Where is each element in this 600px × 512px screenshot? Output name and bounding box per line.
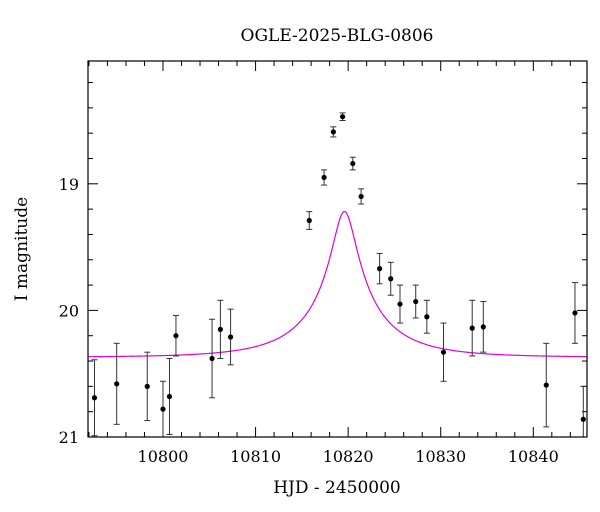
data-point — [227, 308, 234, 366]
data-point — [396, 284, 403, 324]
chart-title: OGLE-2025-BLG-0806 — [241, 26, 434, 46]
data-marker — [306, 217, 312, 224]
data-point — [209, 318, 216, 399]
y-axis-label: I magnitude — [12, 197, 32, 301]
data-marker — [160, 406, 166, 412]
data-point — [321, 169, 328, 186]
x-axis-label: HJD - 2450000 — [273, 478, 401, 498]
data-marker — [217, 326, 223, 332]
x-tick-label: 10840 — [508, 447, 559, 466]
data-point — [412, 284, 419, 319]
data-marker — [339, 114, 346, 120]
data-marker — [358, 193, 364, 200]
data-point — [113, 342, 120, 425]
data-marker — [144, 383, 150, 389]
y-tick-label: 19 — [59, 175, 79, 194]
data-point — [358, 188, 365, 205]
data-marker — [114, 381, 120, 387]
data-marker — [330, 129, 336, 135]
data-marker — [440, 349, 447, 355]
x-tick-label: 10800 — [138, 447, 189, 466]
data-marker — [480, 324, 486, 330]
data-point — [580, 385, 587, 437]
data-point — [330, 126, 337, 138]
x-tick-label: 10810 — [230, 447, 281, 466]
x-tick-label: 10830 — [415, 447, 466, 466]
data-marker — [580, 416, 586, 422]
data-marker — [91, 395, 98, 401]
data-point — [166, 358, 173, 435]
data-marker — [173, 333, 179, 339]
data-marker — [424, 314, 430, 320]
axis-ticks — [88, 61, 587, 438]
data-point — [91, 359, 98, 437]
data-marker — [469, 325, 475, 331]
data-point — [480, 301, 487, 353]
data-marker — [388, 276, 394, 282]
model-curve — [88, 210, 587, 358]
data-marker — [572, 310, 578, 316]
data-point — [376, 252, 383, 285]
data-point — [159, 380, 166, 437]
data-marker — [413, 298, 419, 305]
data-marker — [543, 382, 549, 388]
data-point — [423, 299, 430, 334]
data-point — [469, 299, 476, 357]
data-point — [349, 156, 356, 171]
data-point — [571, 282, 578, 344]
data-point — [440, 322, 447, 382]
data-point — [387, 261, 394, 296]
plot-area — [88, 112, 587, 437]
data-marker — [209, 355, 215, 362]
data-point — [144, 351, 151, 422]
data-point — [339, 112, 346, 122]
data-point — [543, 342, 550, 428]
data-marker — [321, 174, 327, 181]
data-marker — [377, 266, 383, 272]
x-tick-label: 10820 — [323, 447, 374, 466]
data-point — [306, 211, 313, 230]
data-marker — [350, 160, 356, 167]
data-marker — [166, 393, 173, 400]
data-point — [217, 299, 224, 360]
plot-frame — [87, 60, 588, 438]
y-tick-label: 21 — [59, 428, 79, 447]
data-marker — [397, 301, 403, 307]
axis-tick-labels: 10800 10810 10820 10830 10840 19 20 21 — [59, 175, 559, 466]
data-point — [172, 314, 179, 357]
data-marker — [227, 334, 234, 340]
y-tick-label: 20 — [59, 301, 79, 320]
